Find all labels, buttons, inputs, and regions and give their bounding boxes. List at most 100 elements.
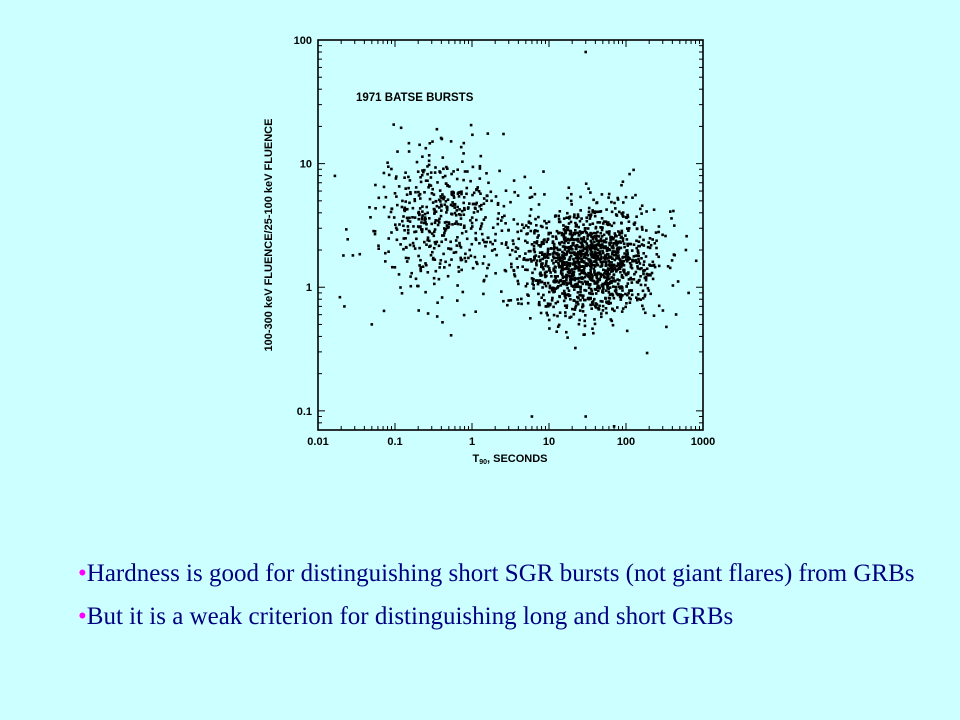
data-point	[482, 279, 486, 283]
data-point	[533, 257, 536, 260]
data-point	[581, 245, 585, 248]
data-point	[605, 237, 608, 241]
data-point	[406, 219, 410, 222]
data-point	[449, 240, 452, 244]
data-point	[382, 171, 386, 175]
data-point	[589, 278, 593, 281]
data-point	[459, 145, 463, 149]
data-point	[642, 263, 645, 267]
data-point	[535, 263, 538, 267]
data-point	[616, 246, 619, 250]
data-point	[610, 276, 613, 279]
data-point	[568, 256, 572, 260]
data-point	[523, 175, 527, 179]
data-point	[423, 168, 426, 172]
data-point	[569, 220, 573, 224]
data-point	[589, 253, 593, 257]
data-point	[468, 248, 471, 252]
data-point	[426, 172, 429, 176]
data-point	[402, 224, 405, 228]
data-point	[405, 193, 409, 196]
data-point	[425, 205, 428, 209]
data-point	[540, 296, 543, 299]
data-point	[607, 221, 610, 224]
data-point	[509, 200, 512, 204]
data-point	[584, 240, 587, 243]
data-point	[482, 197, 486, 200]
data-point	[392, 123, 395, 126]
data-point	[432, 276, 436, 280]
data-point	[554, 256, 558, 260]
data-point	[626, 242, 629, 246]
data-point	[640, 225, 644, 229]
data-point	[444, 260, 447, 264]
data-point	[423, 216, 427, 219]
data-point	[565, 265, 569, 268]
data-point	[594, 244, 598, 248]
data-point	[529, 208, 533, 211]
data-point	[530, 243, 534, 246]
data-point	[552, 255, 555, 258]
data-point	[649, 274, 652, 277]
data-point	[600, 312, 603, 315]
data-point	[452, 191, 455, 194]
data-point	[425, 243, 428, 246]
data-point	[429, 171, 433, 174]
data-point	[485, 172, 488, 175]
data-point	[613, 289, 617, 293]
data-point	[402, 247, 405, 251]
data-point	[602, 233, 606, 237]
data-point	[444, 200, 448, 203]
data-point	[487, 263, 491, 267]
data-point	[641, 297, 645, 300]
data-point	[645, 351, 649, 355]
data-point	[546, 247, 550, 251]
data-point	[601, 304, 605, 308]
data-point	[638, 262, 642, 265]
data-point	[456, 236, 459, 239]
data-point	[584, 280, 588, 284]
data-point	[603, 282, 607, 285]
data-point	[595, 263, 599, 267]
data-point	[562, 217, 566, 220]
data-point	[428, 239, 431, 243]
data-point	[545, 270, 548, 274]
data-point	[382, 185, 386, 189]
data-point	[674, 313, 678, 316]
data-point	[568, 278, 572, 281]
data-point	[512, 242, 515, 246]
data-point	[561, 268, 564, 272]
data-point	[575, 247, 578, 251]
data-point	[559, 278, 563, 282]
data-point	[574, 285, 578, 289]
data-point	[537, 292, 540, 296]
data-point	[613, 232, 617, 235]
data-point	[487, 181, 490, 185]
data-point	[604, 257, 607, 261]
data-point	[426, 271, 430, 274]
data-point	[583, 288, 586, 292]
data-point	[569, 245, 572, 249]
data-point	[635, 227, 639, 231]
data-point	[427, 186, 430, 189]
data-point	[605, 311, 608, 315]
data-point	[555, 246, 558, 250]
data-point	[511, 248, 514, 252]
data-point	[392, 216, 396, 219]
data-point	[621, 237, 625, 240]
data-point	[605, 208, 608, 211]
data-point	[553, 250, 556, 254]
data-point	[417, 309, 420, 312]
data-point	[621, 294, 624, 297]
data-point	[551, 252, 555, 255]
data-point	[558, 231, 561, 234]
data-point	[452, 203, 456, 206]
data-point	[443, 266, 446, 269]
data-point	[417, 284, 420, 288]
data-point	[458, 241, 461, 245]
data-point	[566, 336, 569, 339]
data-point	[639, 298, 642, 301]
plot-frame	[317, 39, 704, 431]
x-tick-label: 100	[617, 436, 635, 448]
data-point	[398, 223, 401, 226]
